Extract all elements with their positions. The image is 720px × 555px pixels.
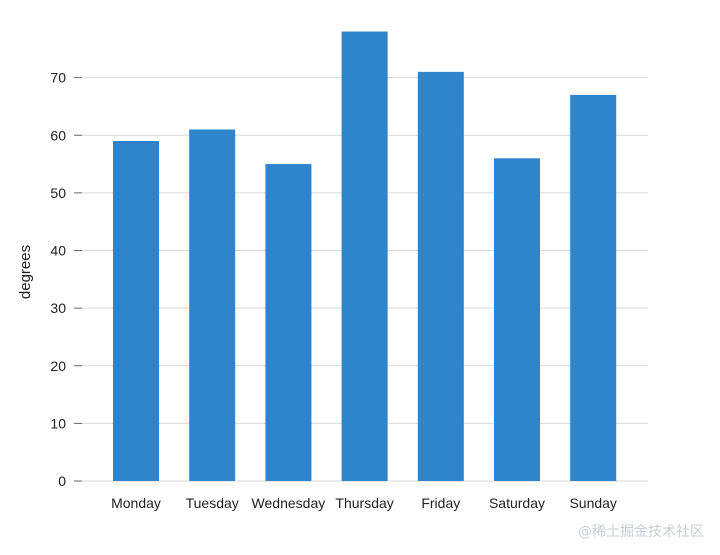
bar-tuesday: [189, 129, 236, 482]
x-tick-label-tuesday: Tuesday: [186, 495, 239, 511]
bar-layer: [113, 31, 617, 482]
y-tick-label-30: 30: [50, 300, 66, 316]
watermark-text: @稀土掘金技术社区: [578, 524, 704, 540]
label-layer: 0 10 20 30 40 50 60 70 Monday Tuesday Wednesday Thu…: [17, 70, 617, 511]
y-tick-label-40: 40: [50, 243, 66, 259]
bar-thursday: [341, 31, 388, 482]
x-tick-label-thursday: Thursday: [335, 495, 393, 511]
y-tick-label-10: 10: [50, 415, 66, 431]
x-tick-label-monday: Monday: [111, 495, 161, 511]
y-tick-label-60: 60: [50, 127, 66, 143]
bar-friday: [417, 71, 464, 482]
x-tick-label-saturday: Saturday: [489, 495, 545, 511]
y-tick-label-50: 50: [50, 185, 66, 201]
x-tick-label-friday: Friday: [421, 495, 460, 511]
bar-sunday: [570, 94, 617, 481]
y-tick-label-70: 70: [50, 70, 66, 86]
bar-monday: [113, 141, 159, 481]
bar-saturday: [494, 158, 540, 482]
y-axis-label: degrees: [17, 245, 34, 299]
x-tick-label-wednesday: Wednesday: [252, 495, 326, 511]
y-tick-label-0: 0: [58, 473, 66, 489]
x-tick-label-sunday: Sunday: [569, 495, 616, 511]
bar-wednesday: [265, 164, 312, 481]
y-tick-label-20: 20: [50, 358, 66, 374]
